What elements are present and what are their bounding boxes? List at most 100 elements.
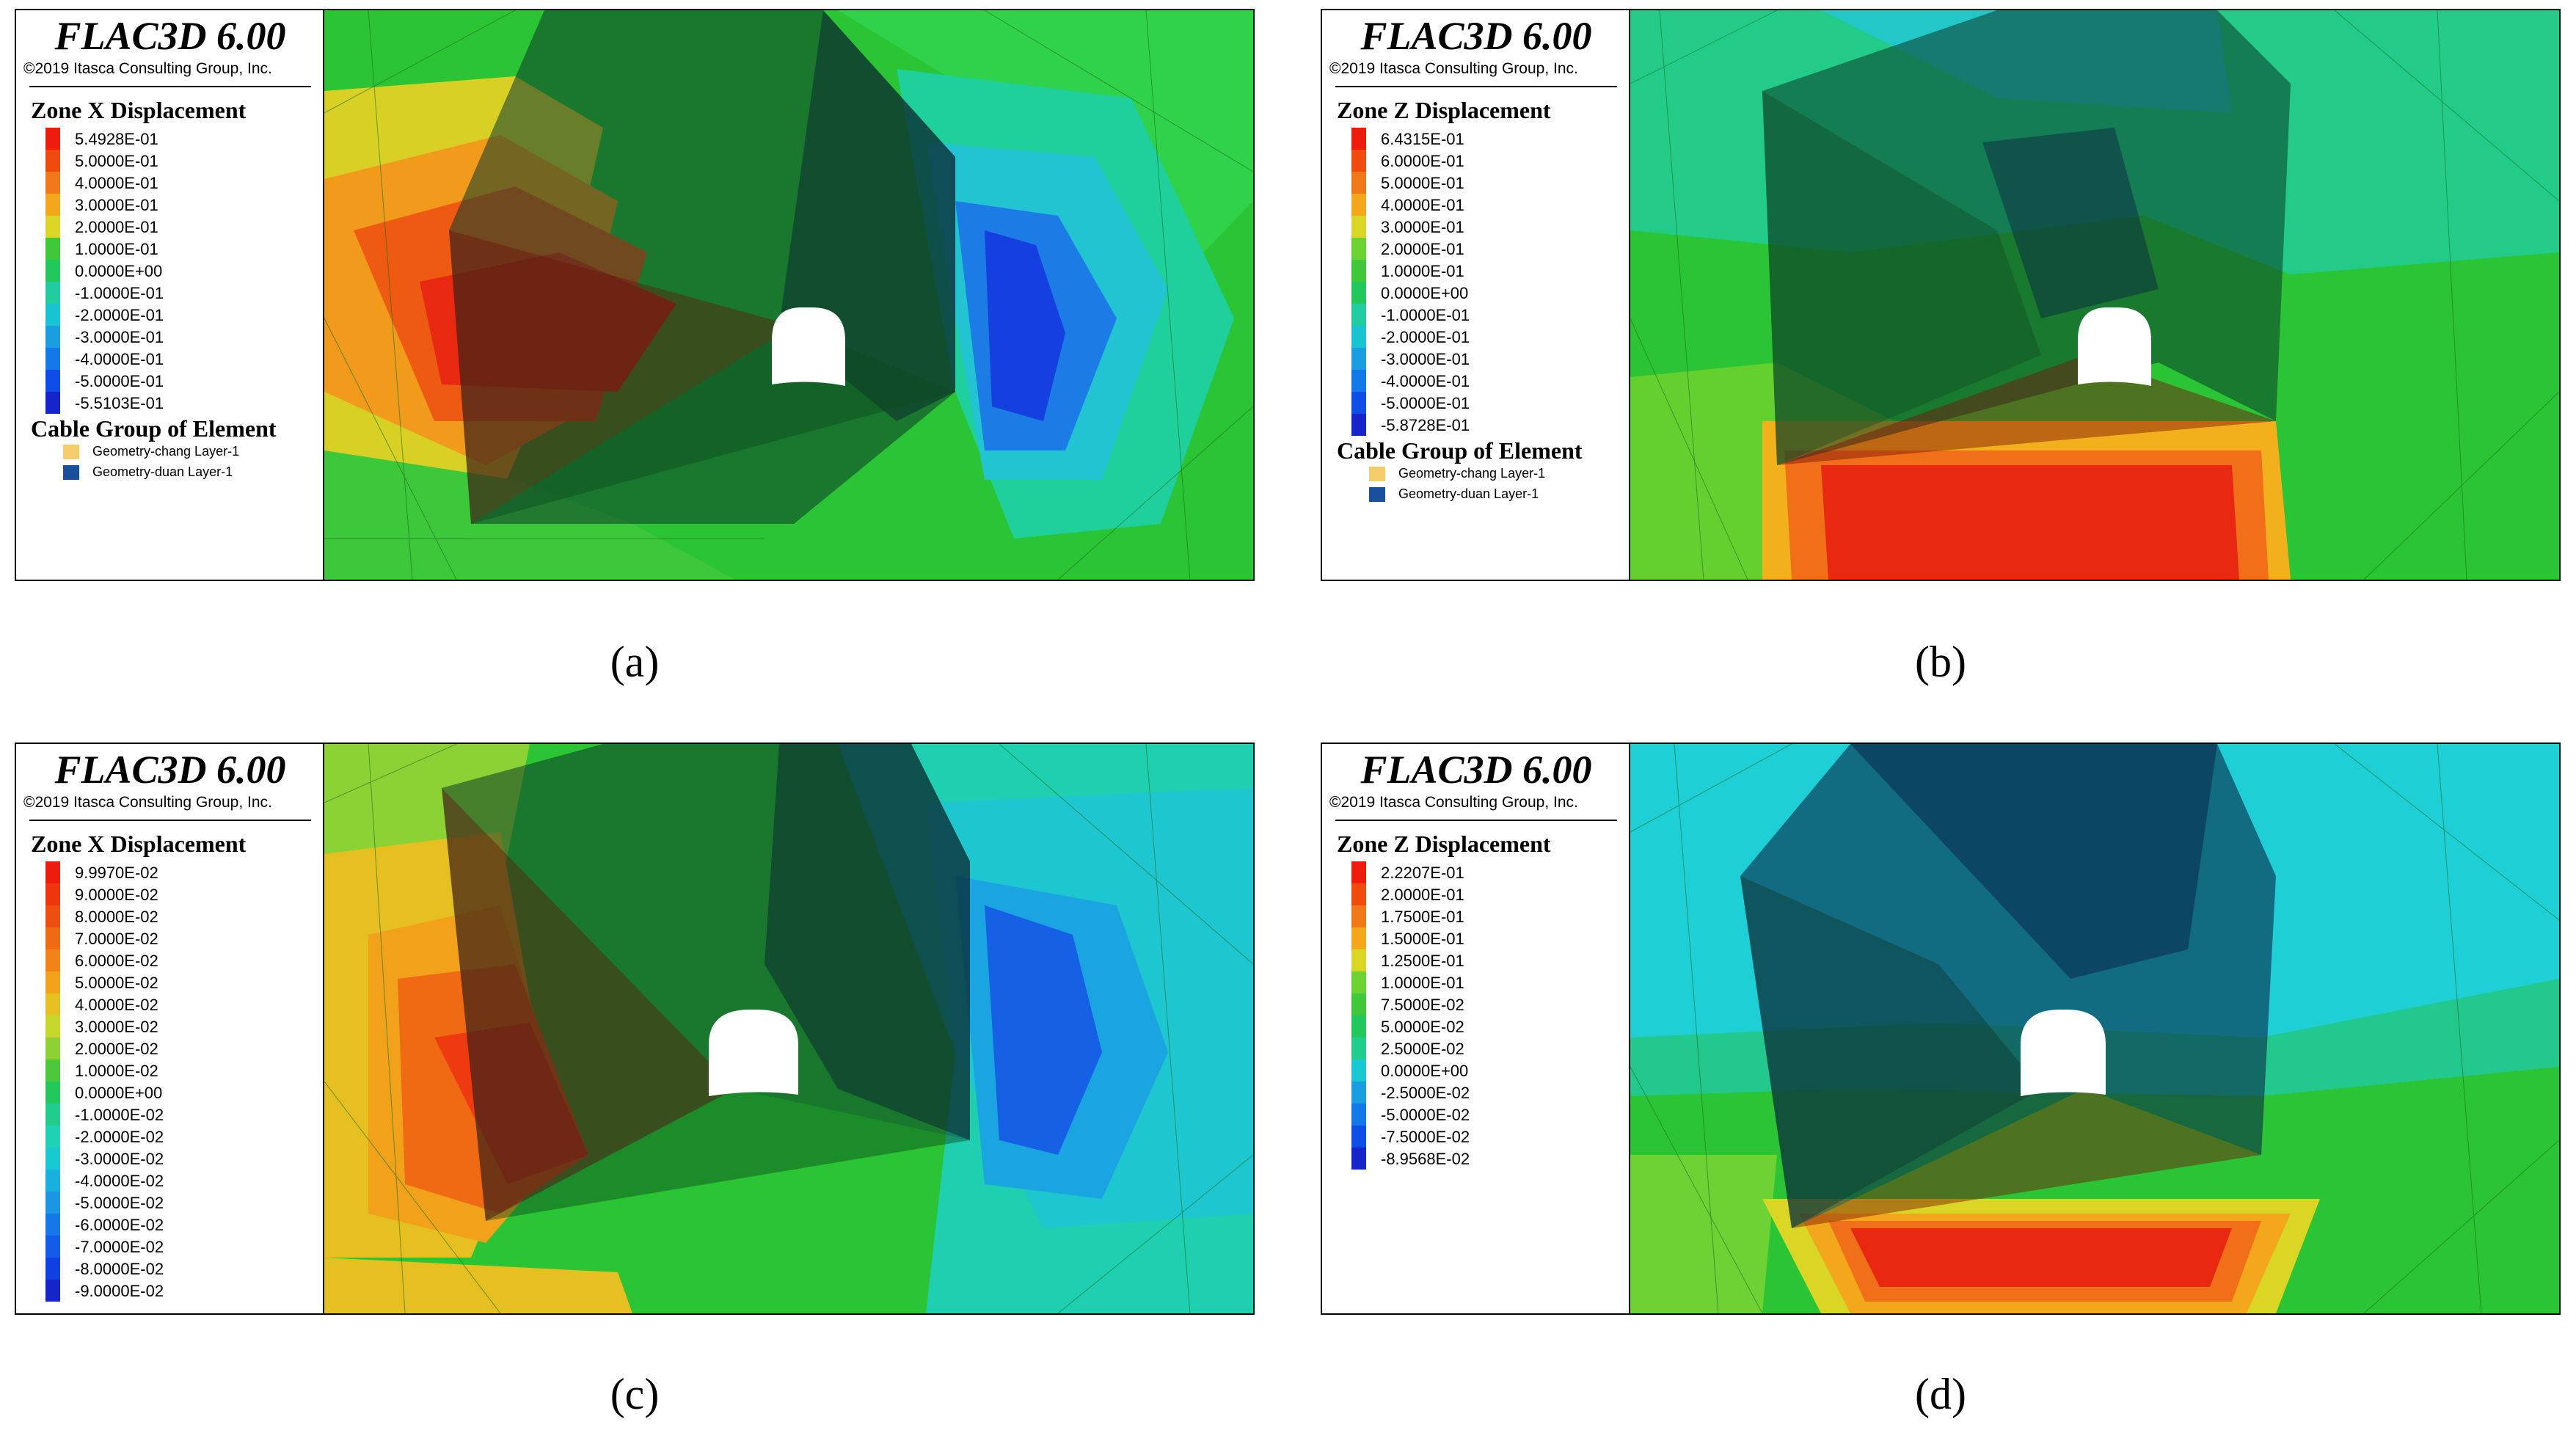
copyright-text: ©2019 Itasca Consulting Group, Inc. xyxy=(1329,794,1578,811)
scale-label: 7.5000E-02 xyxy=(1381,996,1464,1014)
scale-swatch xyxy=(1351,1126,1366,1148)
scale-label: 5.0000E-02 xyxy=(1381,1018,1464,1036)
cable-group-title: Cable Group of Element xyxy=(31,415,277,442)
scale-swatch xyxy=(45,1170,60,1192)
scale-swatch xyxy=(45,927,60,949)
legend-title: Zone Z Displacement xyxy=(1337,97,1551,123)
legend-title: Zone Z Displacement xyxy=(1337,831,1551,857)
scale-label: -4.0000E-01 xyxy=(75,350,164,368)
panel-a: FLAC3D 6.00 ©2019 Itasca Consulting Grou… xyxy=(15,9,1255,581)
scale-swatch xyxy=(1351,883,1366,905)
legend-panel: FLAC3D 6.00 ©2019 Itasca Consulting Grou… xyxy=(1322,744,1630,1313)
scale-swatch xyxy=(45,282,60,304)
scale-label: 1.2500E-01 xyxy=(1381,952,1464,970)
contour-plot-svg xyxy=(1630,744,2559,1313)
legend-divider xyxy=(1335,820,1617,821)
scale-swatch xyxy=(1351,861,1366,883)
cable-label: Geometry-chang Layer-1 xyxy=(92,444,240,459)
scale-swatch xyxy=(1351,370,1366,392)
scale-swatch xyxy=(1351,1037,1366,1059)
scale-swatch xyxy=(1351,260,1366,282)
scale-swatch xyxy=(1351,1059,1366,1081)
scale-swatch xyxy=(1351,1148,1366,1170)
legend-divider xyxy=(1335,86,1617,87)
cable-label: Geometry-chang Layer-1 xyxy=(1398,466,1546,481)
scale-swatch xyxy=(45,370,60,392)
panel-d: FLAC3D 6.00 ©2019 Itasca Consulting Grou… xyxy=(1321,743,2561,1315)
scale-label: -2.0000E-02 xyxy=(75,1128,164,1146)
scale-swatch xyxy=(1351,128,1366,150)
scale-swatch xyxy=(45,392,60,414)
panel-b: FLAC3D 6.00 ©2019 Itasca Consulting Grou… xyxy=(1321,9,2561,581)
scale-label: -3.0000E-01 xyxy=(75,328,164,346)
scale-swatch xyxy=(1351,326,1366,348)
scale-swatch xyxy=(45,1037,60,1059)
scale-label: -5.5103E-01 xyxy=(75,394,164,412)
cable-label: Geometry-duan Layer-1 xyxy=(1398,486,1539,501)
scale-swatch xyxy=(45,1081,60,1103)
scale-label: 9.0000E-02 xyxy=(75,886,158,904)
scale-label: -1.0000E-02 xyxy=(75,1106,164,1124)
scale-label: 2.0000E-01 xyxy=(75,218,158,236)
scale-label: 2.0000E-01 xyxy=(1381,240,1464,258)
scale-swatch xyxy=(45,905,60,927)
scale-label: -7.5000E-02 xyxy=(1381,1128,1470,1146)
scale-swatch xyxy=(45,304,60,326)
scale-swatch xyxy=(45,1192,60,1214)
caption-a: (a) xyxy=(610,638,660,686)
scale-label: -5.0000E-02 xyxy=(75,1194,164,1212)
scale-swatch xyxy=(45,1148,60,1170)
scale-label: -6.0000E-02 xyxy=(75,1216,164,1234)
cable-swatch xyxy=(63,465,79,480)
scale-swatch xyxy=(45,993,60,1015)
caption-c: (c) xyxy=(610,1370,660,1418)
scale-swatch xyxy=(1351,194,1366,216)
legend-divider xyxy=(29,86,311,87)
copyright-text: ©2019 Itasca Consulting Group, Inc. xyxy=(23,60,272,77)
scale-swatch xyxy=(1351,949,1366,971)
cable-label: Geometry-duan Layer-1 xyxy=(92,464,233,479)
scale-swatch xyxy=(1351,238,1366,260)
scale-label: 3.0000E-01 xyxy=(75,196,158,214)
legend-divider xyxy=(29,820,311,821)
scale-swatch xyxy=(45,1258,60,1280)
scale-label: 2.2207E-01 xyxy=(1381,864,1464,882)
cable-group-title: Cable Group of Element xyxy=(1337,437,1583,464)
copyright-text: ©2019 Itasca Consulting Group, Inc. xyxy=(1329,60,1578,77)
app-title: FLAC3D 6.00 xyxy=(54,14,286,58)
scale-label: 0.0000E+00 xyxy=(1381,1062,1469,1080)
scale-swatch xyxy=(1351,993,1366,1015)
scale-swatch xyxy=(1351,304,1366,326)
scale-label: 5.4928E-01 xyxy=(75,130,158,148)
scale-swatch xyxy=(45,1126,60,1148)
scale-swatch xyxy=(45,216,60,238)
legend-title: Zone X Displacement xyxy=(31,831,247,857)
scale-swatch xyxy=(1351,392,1366,414)
scale-label: -5.0000E-01 xyxy=(75,372,164,390)
scale-label: 9.9970E-02 xyxy=(75,864,158,882)
scale-label: 4.0000E-01 xyxy=(75,174,158,192)
caption-d: (d) xyxy=(1915,1370,1966,1418)
scale-label: -5.8728E-01 xyxy=(1381,416,1470,434)
scale-label: 1.0000E-01 xyxy=(1381,974,1464,992)
scale-label: 2.0000E-01 xyxy=(1381,886,1464,904)
scale-swatch xyxy=(1351,348,1366,370)
scale-label: 1.7500E-01 xyxy=(1381,908,1464,926)
scale-swatch xyxy=(45,1214,60,1236)
scale-label: 5.0000E-01 xyxy=(75,152,158,170)
scale-label: 0.0000E+00 xyxy=(75,262,163,280)
contour-plot-svg xyxy=(1630,10,2559,580)
scale-label: -9.0000E-02 xyxy=(75,1282,164,1300)
scale-swatch xyxy=(45,1103,60,1126)
scale-swatch xyxy=(1351,414,1366,436)
scale-swatch xyxy=(1351,1081,1366,1103)
legend-title: Zone X Displacement xyxy=(31,97,247,123)
copyright-text: ©2019 Itasca Consulting Group, Inc. xyxy=(23,794,272,811)
scale-label: -5.0000E-01 xyxy=(1381,394,1470,412)
panel-c: FLAC3D 6.00 ©2019 Itasca Consulting Grou… xyxy=(15,743,1255,1315)
scale-label: -3.0000E-02 xyxy=(75,1150,164,1168)
contour-plot-svg xyxy=(324,10,1253,580)
scale-swatch xyxy=(45,883,60,905)
scale-label: -2.0000E-01 xyxy=(1381,328,1470,346)
scale-swatch xyxy=(45,1015,60,1037)
